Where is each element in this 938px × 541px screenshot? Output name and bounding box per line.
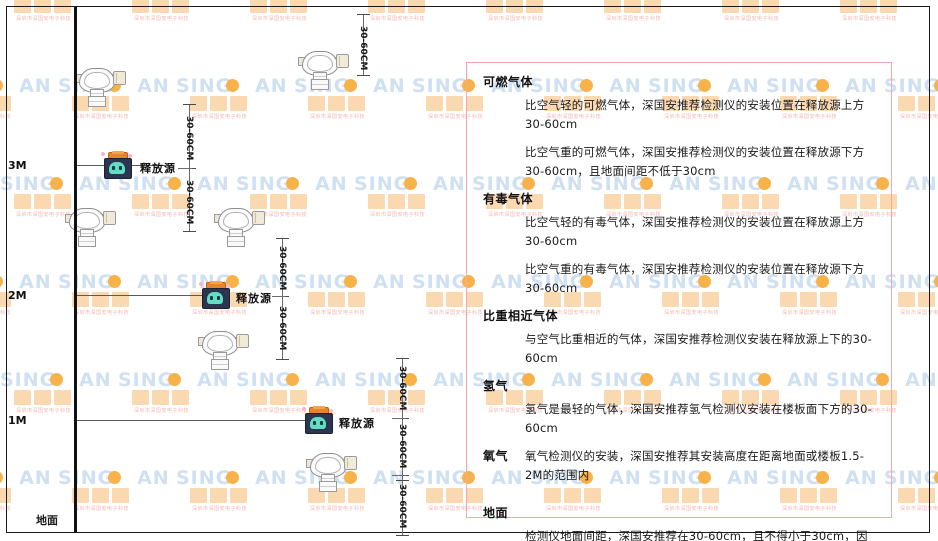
- watermark-dot-icon: [0, 275, 3, 288]
- detector-sensor: [236, 334, 249, 348]
- detector-base: [211, 359, 229, 370]
- dimension-column-top: 30-60CM: [357, 14, 370, 76]
- dimension-leader: [272, 296, 286, 297]
- panel-section-ground: 检测仪地面间距，深国安推荐在30-60cm，且不得小于30cm，因为过低容易水溅…: [483, 527, 877, 541]
- gas-detector-icon: [292, 48, 350, 90]
- detector-sensor: [103, 211, 116, 225]
- panel-section-heading: 有毒气体: [483, 192, 534, 206]
- level-line-1m: [77, 420, 305, 421]
- panel-section-paragraph: 氢气是最轻的气体，深国安推荐氢气检测仪安装在楼板面下方的30-60cm: [525, 402, 872, 435]
- source-face: [310, 417, 326, 429]
- level-label-2m: 2M: [8, 289, 27, 302]
- watermark-dot-icon: [0, 79, 3, 92]
- dimension-label: 30-60CM: [397, 366, 407, 411]
- panel-section-toxic: 比空气轻的有毒气体，深国安推荐检测仪的安装位置在释放源上方30-60cm 比空气重…: [483, 213, 877, 298]
- panel-section-paragraph: 氧气检测仪的安装，深国安推荐其安装高度在距离地面或楼板1.5-2M的范围内: [525, 449, 865, 482]
- dimension-leader: [178, 168, 192, 169]
- source-label: 释放源: [236, 292, 272, 305]
- dimension-label: 30-60CM: [277, 306, 287, 351]
- dimension-label: 30-60CM: [358, 26, 368, 71]
- panel-section-heading: 可燃气体: [483, 75, 534, 89]
- dimension-label: 30-60CM: [184, 180, 194, 225]
- source-label: 释放源: [339, 417, 375, 430]
- source-label: 释放源: [140, 162, 176, 175]
- dimension-column-bottom: 30-60CM 30-60CM 30-60CM: [396, 358, 409, 536]
- dimension-label: 30-60CM: [184, 116, 194, 161]
- dimension-label: 30-60CM: [397, 424, 407, 469]
- dimension-leader: [392, 475, 406, 476]
- gas-detector-icon: [300, 450, 358, 492]
- guidance-panel: 可燃气体比空气轻的可燃气体，深国安推荐检测仪的安装位置在释放源上方30-60cm…: [466, 62, 892, 541]
- dimension-leader: [392, 418, 406, 419]
- release-source-icon: [302, 405, 333, 435]
- source-face: [207, 292, 223, 304]
- source-face: [109, 162, 125, 174]
- detector-sensor: [252, 211, 265, 225]
- release-source-icon: [199, 280, 230, 310]
- panel-section-similar-density: 与空气比重相近的气体，深国安推荐检测仪安装在释放源上下的30-60cm: [483, 330, 877, 368]
- detector-base: [319, 481, 337, 492]
- dimension-label: 30-60CM: [397, 484, 407, 529]
- panel-section-paragraph: 比空气重的有毒气体，深国安推荐检测仪的安装位置在释放源下方30-60cm: [525, 262, 865, 295]
- level-label-1m: 1M: [8, 414, 27, 427]
- diagram-frame: [6, 6, 930, 533]
- detector-inner: [307, 55, 333, 72]
- level-label-3m: 3M: [8, 159, 27, 172]
- gas-detector-icon: [208, 205, 266, 247]
- panel-section-combustible: 比空气轻的可燃气体，深国安推荐检测仪的安装位置在释放源上方30-60cm 比空气重…: [483, 96, 877, 181]
- vertical-axis: [74, 7, 77, 533]
- panel-section-paragraph: 比空气轻的可燃气体，深国安推荐检测仪的安装位置在释放源上方30-60cm: [525, 98, 865, 131]
- detector-base: [78, 236, 96, 247]
- panel-section-hydrogen: 氢气是最轻的气体，深国安推荐氢气检测仪安装在楼板面下方的30-60cm: [483, 400, 877, 438]
- detector-base: [227, 236, 245, 247]
- panel-section-heading: 氢气: [483, 379, 509, 393]
- detector-inner: [84, 72, 110, 89]
- detector-inner: [223, 212, 249, 229]
- dimension-column-2m: 30-60CM 30-60CM: [276, 238, 289, 360]
- detector-sensor: [336, 54, 349, 68]
- gas-detector-icon: [192, 328, 250, 370]
- detector-sensor: [113, 71, 126, 85]
- panel-section-oxygen: 氧气 氧气检测仪的安装，深国安推荐其安装高度在距离地面或楼板1.5-2M的范围内: [483, 447, 877, 485]
- panel-section-paragraph: 与空气比重相近的气体，深国安推荐检测仪安装在释放源上下的30-60cm: [525, 332, 872, 365]
- panel-section-paragraph: 比空气轻的有毒气体，深国安推荐检测仪的安装位置在释放源上方30-60cm: [525, 215, 865, 248]
- spark: [329, 409, 333, 413]
- panel-section-paragraph: 检测仪地面间距，深国安推荐在30-60cm，且不得小于30cm，因为过低容易水溅…: [525, 529, 868, 541]
- detector-inner: [74, 212, 100, 229]
- spark: [101, 152, 105, 156]
- panel-section-heading: 比重相近气体: [483, 309, 559, 323]
- dimension-label: 30-60CM: [277, 246, 287, 291]
- spark: [128, 154, 132, 158]
- watermark-dot-icon: [934, 275, 938, 288]
- ground-label: 地面: [36, 514, 58, 527]
- panel-spacer: [483, 494, 877, 504]
- release-source-icon: [101, 150, 132, 180]
- spark: [302, 407, 306, 411]
- panel-section-heading: 地面: [483, 506, 509, 520]
- detector-inner: [315, 457, 341, 474]
- detector-base: [311, 79, 329, 90]
- level-line-2m: [77, 295, 205, 296]
- watermark-dot-icon: [934, 79, 938, 92]
- detector-sensor: [344, 456, 357, 470]
- detector-inner: [207, 335, 233, 352]
- panel-section-paragraph: 比空气重的可燃气体，深国安推荐检测仪的安装位置在释放源下方30-60cm，且地面…: [525, 145, 865, 178]
- gas-detector-icon: [59, 205, 117, 247]
- detector-base: [88, 96, 106, 107]
- gas-detector-icon: [69, 65, 127, 107]
- watermark-dot-icon: [0, 471, 3, 484]
- spark: [199, 282, 203, 286]
- panel-section-heading: 氧气: [483, 449, 509, 463]
- watermark-dot-icon: [934, 471, 938, 484]
